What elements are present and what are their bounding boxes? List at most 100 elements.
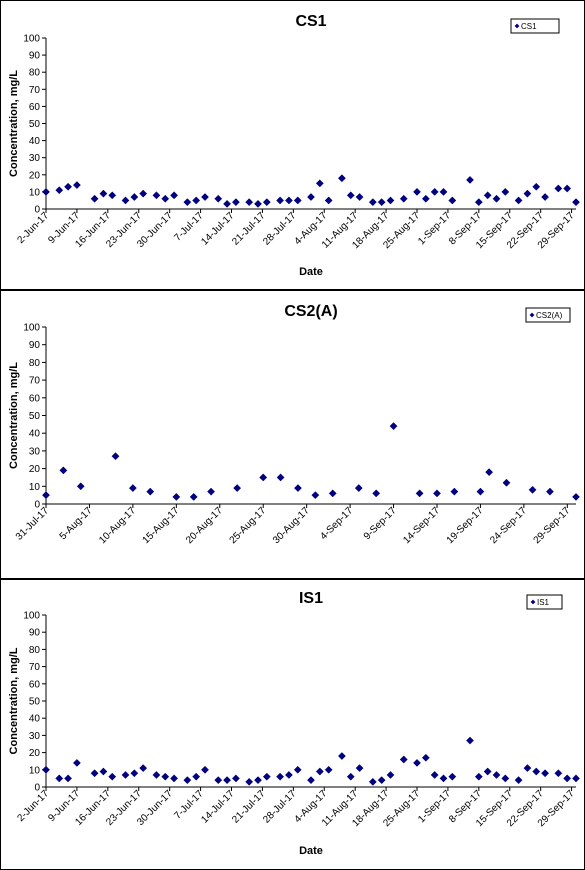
data-point	[42, 765, 50, 774]
data-point	[152, 191, 161, 200]
chart-svg: CS1 Concentration, mg/L Date 0 10 20 30 40 50 60 7…	[8, 13, 580, 278]
y-tick-label: 50	[29, 411, 41, 422]
data-point	[324, 196, 333, 205]
data-point	[254, 199, 262, 208]
y-tick-label: 80	[29, 645, 41, 656]
data-point	[99, 767, 108, 776]
data-point	[346, 772, 355, 781]
data-point	[514, 196, 523, 205]
data-point	[108, 772, 117, 781]
data-point	[439, 774, 448, 783]
data-point	[492, 194, 501, 203]
data-point	[284, 196, 293, 205]
data-point	[554, 769, 563, 778]
data-point	[386, 196, 395, 205]
data-point	[233, 484, 242, 493]
data-point	[354, 484, 363, 493]
data-point	[111, 452, 120, 461]
data-point	[421, 753, 430, 762]
y-tick-label: 0	[34, 205, 40, 216]
legend-box	[510, 18, 560, 34]
data-point	[413, 187, 421, 196]
data-point	[545, 487, 554, 496]
data-point	[483, 191, 492, 200]
data-point	[108, 191, 117, 200]
data-point	[514, 776, 523, 785]
y-tick-label: 40	[29, 429, 41, 440]
legend: CS1	[510, 18, 560, 34]
chart-panel-cs2a: CS2(A) Concentration, mg/L 0 10 20 30 40 50 60 70…	[0, 290, 585, 579]
chart-panel-is1: IS1 Concentration, mg/L Date 0 10 20 30 40 50 60 7…	[0, 579, 585, 870]
x-tick-label: 31-Jul-17	[14, 505, 52, 543]
data-point	[554, 184, 563, 193]
x-tick-label: 2-Jun-17	[15, 210, 51, 246]
legend: CS2(A)	[525, 307, 571, 323]
legend-label: CS1	[521, 22, 537, 31]
x-tick-label: 24-Sep-17	[488, 505, 529, 546]
data-point	[430, 771, 439, 779]
data-point	[254, 776, 262, 785]
x-tick-label: 19-Sep-17	[445, 505, 486, 546]
data-point	[439, 187, 448, 196]
data-point	[474, 198, 483, 207]
data-point	[466, 175, 474, 184]
y-tick-label: 10	[29, 765, 41, 776]
data-point	[355, 193, 364, 201]
data-point	[294, 484, 302, 493]
x-tick-label: 30-Aug-17	[271, 505, 312, 546]
data-point	[448, 196, 457, 205]
data-point	[172, 492, 181, 501]
y-tick-label: 10	[29, 482, 41, 493]
data-point	[399, 755, 408, 764]
data-point	[307, 193, 315, 201]
y-tick-label: 60	[29, 679, 41, 690]
data-point	[72, 181, 81, 190]
data-point	[146, 487, 155, 496]
y-tick-label: 70	[29, 662, 41, 673]
data-point	[415, 489, 424, 498]
data-point	[259, 473, 268, 482]
data-point	[139, 189, 148, 198]
data-point	[377, 198, 386, 207]
data-point	[372, 489, 381, 498]
data-point	[346, 191, 355, 200]
legend-marker	[530, 599, 536, 605]
data-point	[231, 774, 240, 783]
legend-box	[525, 307, 571, 323]
data-point	[170, 774, 179, 783]
data-point	[448, 772, 457, 781]
chart-title: CS1	[295, 13, 326, 30]
y-tick-label: 60	[29, 393, 41, 404]
data-point	[183, 776, 192, 785]
x-tick-label: 5-Aug-17	[58, 505, 95, 542]
y-tick-label: 0	[34, 500, 40, 511]
y-tick-label: 70	[29, 376, 41, 387]
data-point	[99, 189, 108, 198]
y-tick-label: 100	[23, 323, 40, 334]
data-point	[450, 487, 459, 496]
y-tick-label: 20	[29, 170, 41, 181]
legend: IS1	[526, 594, 563, 610]
data-point	[293, 765, 302, 774]
data-point	[152, 771, 161, 779]
y-tick-label: 90	[29, 51, 41, 62]
data-point	[161, 194, 170, 203]
x-tick-label: 4-Sep-17	[318, 505, 355, 542]
data-point	[192, 772, 201, 781]
data-point	[502, 478, 511, 487]
x-tick-label: 10-Aug-17	[97, 505, 138, 546]
data-point	[223, 199, 232, 208]
data-point	[485, 468, 494, 477]
y-tick-label: 10	[29, 187, 41, 198]
y-tick-label: 30	[29, 153, 41, 164]
data-point	[42, 491, 50, 500]
data-point	[121, 196, 130, 205]
chart-panel-cs1: CS1 Concentration, mg/L Date 0 10 20 30 40 50 60 7…	[0, 0, 585, 290]
data-point	[201, 765, 209, 774]
legend-label: IS1	[537, 598, 550, 607]
data-point	[55, 186, 64, 195]
y-tick-label: 40	[29, 714, 41, 725]
x-axis-label: Date	[299, 266, 323, 278]
x-tick-label: 15-Aug-17	[141, 505, 182, 546]
data-point	[337, 752, 346, 760]
